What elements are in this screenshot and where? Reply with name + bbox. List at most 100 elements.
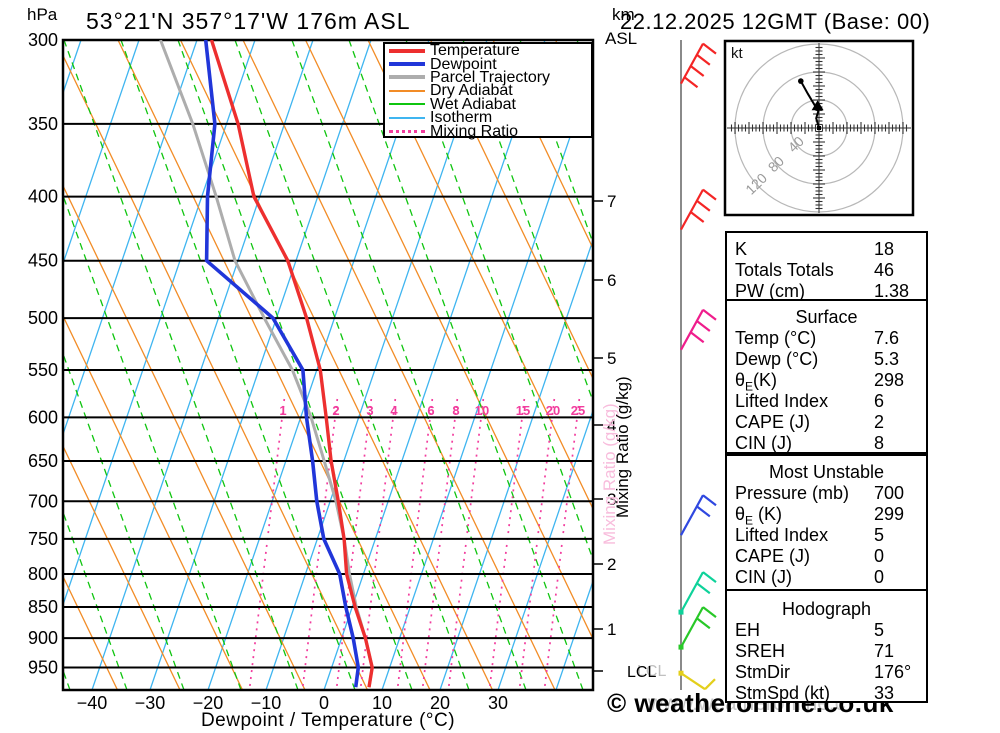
temp-tick-label: −40 xyxy=(77,693,108,713)
isotherm-line xyxy=(0,40,23,690)
temp-tick-label: −10 xyxy=(251,693,282,713)
pressure-tick-label: 400 xyxy=(28,187,58,207)
table-row-value: 5 xyxy=(874,620,885,640)
legend-item: Mixing Ratio xyxy=(385,123,591,139)
pressure-tick-label: 500 xyxy=(28,308,58,328)
table-row: StmSpd (kt) 33 xyxy=(727,683,926,704)
isotherm-line xyxy=(323,40,546,690)
table-row: CAPE (J) 0 xyxy=(727,546,926,567)
dry-adiabat-line xyxy=(63,184,306,690)
table-row-label: PW (cm) xyxy=(735,281,805,301)
wind-barb xyxy=(680,188,717,231)
table-row: CIN (J) 8 xyxy=(727,433,926,454)
table-section: Surface Temp (°C) 7.6 Dewp (°C) 5.3 θE(K) 298 L… xyxy=(725,299,928,454)
sounding-curves xyxy=(159,40,374,688)
table-row-value: 700 xyxy=(874,483,905,503)
dry-adiabat-line xyxy=(179,40,494,690)
background-grid xyxy=(0,40,593,690)
dry-adiabat-line xyxy=(367,40,593,511)
legend-line-sample xyxy=(389,75,425,80)
table-section: K 18 Totals Totals 46 PW (cm) 1.38 xyxy=(725,231,928,301)
legend-item-label: Parcel Trajectory xyxy=(430,68,551,86)
lcl-marker-ghost: LCL xyxy=(637,663,667,680)
table-row-label: Lifted Index xyxy=(735,391,829,411)
pressure-tick-label: 900 xyxy=(28,628,58,648)
table-row: K 18 xyxy=(727,239,926,260)
dry-adiabat-line xyxy=(304,40,593,641)
temp-tick-label: −20 xyxy=(193,693,224,713)
table-row-value: 0 xyxy=(874,567,885,587)
table-row-value: 18 xyxy=(874,239,895,259)
table-row-label: K xyxy=(735,239,748,259)
wind-barb xyxy=(678,571,717,615)
isotherm-line xyxy=(439,237,593,690)
mixing-ratio-line xyxy=(488,398,526,689)
legend-item-label: Wet Adiabat xyxy=(430,95,516,113)
table-row-label: CAPE (J) xyxy=(735,546,811,566)
legend-box: Temperature Dewpoint Parcel Trajectory Dry … xyxy=(383,42,593,139)
table-section-header: Surface xyxy=(795,307,858,327)
mixing-ratio-label: 25 xyxy=(571,403,585,418)
legend-item: Isotherm xyxy=(385,109,591,127)
mixing-ratio-label: 4 xyxy=(390,403,398,418)
mixing-ratio-line xyxy=(396,398,434,689)
dry-adiabat-line xyxy=(117,40,431,690)
km-tick-label: 1 xyxy=(607,620,616,639)
wind-barb xyxy=(680,494,717,536)
hodograph-trace-end-dot xyxy=(798,78,804,84)
table-row-value: 8 xyxy=(874,433,885,453)
legend-line-sample xyxy=(389,89,425,92)
pressure-tick-label: 700 xyxy=(28,491,58,511)
hodograph-unit-label: kt xyxy=(731,45,743,62)
table-row-label: CIN (J) xyxy=(735,567,792,587)
run-date-title: 22.12.2025 12GMT (Base: 00) xyxy=(620,9,931,34)
table-row: CIN (J) 0 xyxy=(727,567,926,588)
pressure-tick-label: 950 xyxy=(28,658,58,678)
legend-item: Wet Adiabat xyxy=(385,95,591,113)
pressure-tick-label: 300 xyxy=(28,30,58,50)
mixing-ratio-label: 15 xyxy=(516,403,530,418)
isotherm-line xyxy=(63,40,140,266)
table-row-label: θE (K) xyxy=(735,504,783,528)
mixing-ratio-label: 8 xyxy=(452,403,459,418)
table-row-label: StmSpd (kt) xyxy=(735,683,831,703)
legend-line-sample xyxy=(389,48,425,53)
table-row: Dewp (°C) 5.3 xyxy=(727,349,926,370)
table-row-value: 5 xyxy=(874,525,885,545)
legend-line-sample xyxy=(389,103,425,106)
mixing-ratio-label: 10 xyxy=(475,403,489,418)
table-row: Pressure (mb) 700 xyxy=(727,483,926,504)
legend-item: Parcel Trajectory xyxy=(385,68,591,86)
dry-adiabat-line xyxy=(492,40,593,250)
temp-tick-label: 20 xyxy=(430,693,450,713)
mixing-ratio-label: 2 xyxy=(332,403,339,418)
table-row-label: Lifted Index xyxy=(735,525,829,545)
legend-item-label: Isotherm xyxy=(430,109,493,127)
pressure-axis-unit: hPa xyxy=(27,5,58,24)
legend-item: Temperature xyxy=(385,42,591,60)
lcl-marker-label: LCL xyxy=(627,664,657,681)
legend-line-sample xyxy=(389,129,425,133)
isotherm-line xyxy=(149,40,372,690)
station-title: 53°21'N 357°17'W 176m ASL xyxy=(86,8,411,34)
table-section-header: Hodograph xyxy=(781,599,872,619)
table-row-value: 298 xyxy=(874,370,905,390)
table-row-value: 5.3 xyxy=(874,349,900,369)
mixing-ratio-label: 6 xyxy=(427,403,434,418)
hodograph-origin-marker xyxy=(817,126,821,130)
km-tick-label: 6 xyxy=(607,271,616,290)
isotherm-line xyxy=(63,40,256,607)
altitude-axis-unit-km: km xyxy=(612,5,635,24)
table-section: Hodograph EH 5 SREH 71 StmDir 176° StmSpd (kt) 3… xyxy=(725,589,928,703)
table-row: PW (cm) 1.38 xyxy=(727,281,926,302)
wind-barb xyxy=(680,308,717,351)
dry-adiabat-line xyxy=(63,574,119,690)
wind-barb-marker xyxy=(678,670,684,676)
isotherm-line xyxy=(497,408,593,690)
legend-item-label: Temperature xyxy=(430,42,520,60)
table-row-label: Totals Totals xyxy=(735,260,834,280)
mixing-ratio-label: 20 xyxy=(546,403,560,418)
